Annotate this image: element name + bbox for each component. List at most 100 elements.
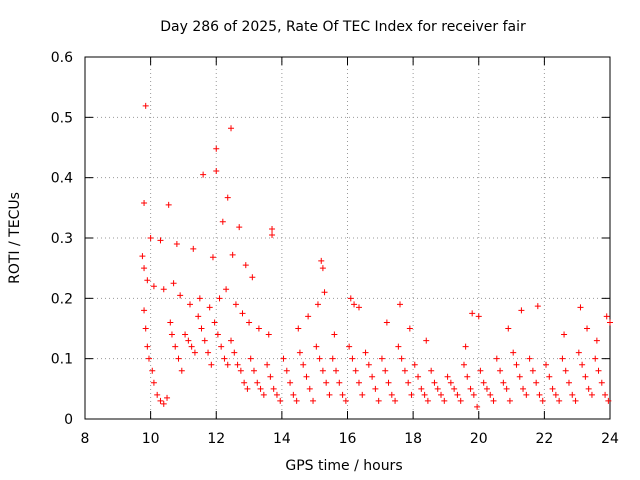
- data-point: [187, 301, 193, 308]
- data-point: [378, 355, 385, 362]
- data-point: [188, 343, 195, 350]
- data-point: [160, 400, 167, 407]
- data-point: [585, 385, 592, 392]
- data-point: [575, 349, 582, 356]
- data-point: [255, 325, 262, 332]
- data-point: [415, 373, 422, 380]
- data-point: [142, 102, 149, 109]
- data-point: [157, 397, 164, 404]
- data-point: [346, 343, 353, 350]
- data-point: [503, 385, 510, 392]
- data-point: [480, 379, 487, 386]
- data-point: [326, 391, 333, 398]
- data-point: [267, 373, 274, 380]
- data-point: [493, 355, 500, 362]
- data-point: [242, 262, 249, 269]
- data-point: [584, 325, 591, 332]
- y-tick-label: 0.1: [51, 352, 73, 368]
- data-point: [236, 224, 243, 231]
- data-point: [145, 355, 152, 362]
- data-point: [139, 253, 146, 260]
- data-point: [572, 397, 579, 404]
- data-point: [310, 397, 317, 404]
- data-point: [365, 361, 372, 368]
- data-point: [185, 337, 192, 344]
- data-point: [228, 337, 235, 344]
- data-point: [457, 397, 464, 404]
- data-point: [438, 391, 445, 398]
- data-point: [141, 265, 148, 272]
- x-tick-label: 20: [470, 431, 488, 447]
- y-tick-label: 0.2: [51, 291, 73, 307]
- data-point: [296, 349, 303, 356]
- data-point: [182, 331, 189, 338]
- data-point: [470, 391, 477, 398]
- data-point: [460, 361, 467, 368]
- data-point: [228, 125, 235, 132]
- data-point: [216, 295, 223, 302]
- data-point: [565, 379, 572, 386]
- data-point: [316, 355, 323, 362]
- data-point: [477, 367, 484, 374]
- data-point: [200, 171, 207, 178]
- data-point: [520, 385, 527, 392]
- data-point: [405, 379, 412, 386]
- data-point: [142, 325, 149, 332]
- data-point: [211, 319, 218, 326]
- data-point: [355, 304, 362, 311]
- data-point: [607, 319, 613, 326]
- data-point: [219, 218, 226, 225]
- data-point: [561, 331, 568, 338]
- data-point: [513, 361, 520, 368]
- data-point: [167, 319, 174, 326]
- data-point: [423, 337, 430, 344]
- data-point: [147, 235, 154, 241]
- data-point: [369, 373, 376, 380]
- x-tick-label: 16: [339, 431, 357, 447]
- data-point: [523, 391, 530, 398]
- data-point: [165, 201, 172, 208]
- data-point: [382, 367, 389, 374]
- y-axis-label: ROTI / TECUs: [7, 192, 23, 284]
- data-point: [339, 391, 346, 398]
- data-point: [270, 385, 277, 392]
- data-point: [303, 373, 310, 380]
- data-point: [536, 391, 543, 398]
- data-point: [569, 391, 576, 398]
- data-point: [205, 349, 212, 356]
- data-point: [593, 337, 600, 344]
- data-point: [355, 379, 362, 386]
- data-point: [372, 385, 379, 392]
- data-point: [490, 397, 497, 404]
- data-point: [231, 349, 238, 356]
- data-point: [260, 391, 267, 398]
- ticks-layer: 8 10 12 14 16 18 20 22 24 0 0.1 0.2 0.3 0.4 0.5 0.6: [51, 50, 619, 447]
- data-point: [385, 379, 392, 386]
- data-point: [333, 367, 340, 374]
- data-point: [257, 385, 264, 392]
- data-point: [290, 391, 297, 398]
- data-point: [592, 355, 599, 362]
- data-point: [500, 379, 507, 386]
- data-point: [141, 200, 148, 207]
- y-tick-label: 0: [64, 412, 73, 428]
- data-point: [526, 355, 533, 362]
- data-point: [395, 343, 402, 350]
- x-tick-label: 22: [535, 431, 553, 447]
- data-point: [323, 379, 330, 386]
- data-point: [319, 367, 326, 374]
- data-point: [603, 313, 610, 320]
- data-point: [265, 331, 272, 338]
- data-point: [352, 367, 359, 374]
- data-point: [349, 355, 356, 362]
- data-point: [602, 391, 609, 398]
- data-point: [556, 397, 563, 404]
- data-point: [234, 361, 241, 368]
- data-point: [533, 379, 540, 386]
- data-point: [582, 373, 589, 380]
- data-point: [191, 349, 198, 356]
- x-tick-label: 18: [404, 431, 422, 447]
- data-point: [313, 343, 320, 350]
- data-point: [451, 385, 458, 392]
